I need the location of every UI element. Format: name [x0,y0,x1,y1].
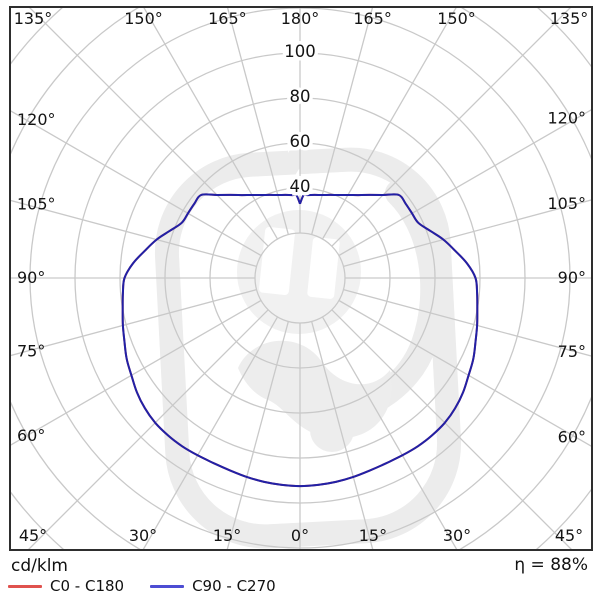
angle-label: 120° [547,109,586,128]
polar-grid-spoke [11,289,257,357]
angle-label: 75° [17,341,45,360]
legend-item: C0 - C180 [8,577,124,595]
angle-label: 165° [353,9,392,28]
polar-grid-spoke [331,8,571,247]
unit-label: cd/klm [11,556,68,576]
angle-label: 60° [17,426,45,445]
polar-grid-spoke [343,199,591,267]
legend-swatch-line [8,584,42,588]
angle-label: 45° [555,526,583,545]
polar-grid-spoke [338,299,591,447]
angle-label: 150° [437,9,476,28]
angle-label: 15° [213,526,241,545]
angle-label: 135° [550,9,589,28]
polar-grid-spoke [321,316,458,549]
angle-label: 120° [17,110,56,129]
legend-item: C90 - C270 [150,577,276,595]
angle-label: 15° [359,526,387,545]
legend-label: C0 - C180 [50,577,125,595]
legend-label: C90 - C270 [192,577,276,595]
angle-label: 30° [129,526,157,545]
angle-label: 165° [208,9,247,28]
angle-label: 0° [291,526,309,545]
efficiency-value: η = 88% [514,555,588,575]
polar-grid-spoke [343,289,591,357]
polar-grid-spoke [11,199,257,267]
polar-grid-spoke [226,321,289,549]
polar-grid-spoke [11,110,262,257]
angle-label: 75° [558,342,586,361]
chart-frame [9,6,593,551]
angle-label: 150° [124,9,163,28]
polar-grid-spoke [29,8,269,247]
angle-label: 90° [17,268,45,287]
radial-tick-label: 40 [290,177,311,196]
polar-grid-spoke [226,8,289,235]
radial-tick-label: 100 [284,42,316,61]
angle-label: 90° [558,268,586,287]
angle-label: 30° [443,526,471,545]
angle-label: 60° [558,427,586,446]
angle-label: 45° [19,526,47,545]
polar-grid-spoke [311,8,374,235]
intensity-curve-c90-c270 [121,193,479,488]
angle-label: 105° [547,194,586,213]
polar-grid-spoke [321,8,457,240]
polar-grid-spoke [143,8,279,240]
angle-label: 180° [281,9,320,28]
angle-label: 105° [17,195,56,214]
polar-grid-spoke [331,309,572,549]
angle-label: 135° [14,9,53,28]
polar-grid-spoke [142,316,279,549]
polar-grid-spoke [28,309,269,549]
polar-grid-spoke [311,321,374,549]
polar-grid-spoke [338,109,591,257]
polar-grid-spoke [11,299,262,446]
radial-tick-label: 60 [290,132,311,151]
radial-tick-label: 80 [290,87,311,106]
legend: C0 - C180 C90 - C270 [8,577,302,595]
legend-swatch-line [150,584,185,588]
